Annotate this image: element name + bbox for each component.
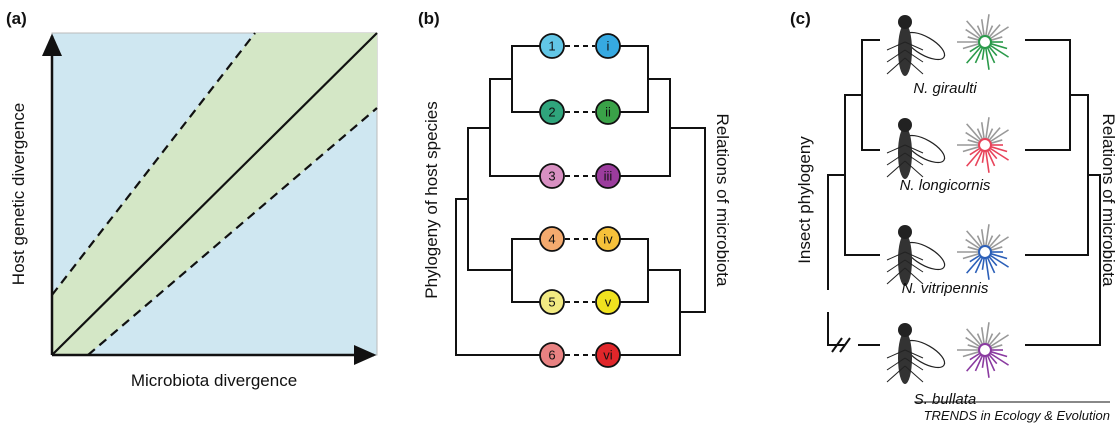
host-label: 3 [548, 169, 555, 184]
left-title: Insect phylogeny [795, 136, 814, 264]
tree-core [979, 36, 991, 48]
panel-c: (c) Insect phylogeny Relations of microb… [790, 9, 1118, 408]
tree-core [979, 139, 991, 151]
microbiota-label: ii [605, 105, 611, 120]
species-name: N. vitripennis [902, 280, 989, 297]
panel-label: (b) [418, 9, 440, 28]
microbiota-tree [1025, 40, 1100, 345]
specimen: N. vitripennis [887, 224, 1009, 297]
figure: (a) Host genetic divergence Microbiota d… [0, 0, 1118, 427]
right-title: Relations of microbiota [1099, 114, 1118, 287]
tree-branch [982, 151, 984, 163]
species-name: S. bullata [914, 391, 977, 408]
microbiota-label: v [605, 295, 612, 310]
right-title: Relations of microbiota [713, 114, 732, 287]
tree-core [979, 246, 991, 258]
panel-label: (a) [6, 9, 27, 28]
panel-a: (a) Host genetic divergence Microbiota d… [6, 9, 377, 390]
tree-branch [982, 122, 984, 139]
specimen: N. longicornis [887, 117, 1009, 194]
microbiota-label: iii [604, 169, 613, 184]
insect-head [898, 323, 912, 337]
x-axis-title: Microbiota divergence [131, 371, 297, 390]
specimen: S. bullata [887, 322, 1009, 408]
host-label: 2 [548, 105, 555, 120]
insect-tree [828, 40, 880, 345]
microbiota-tree [620, 46, 705, 355]
specimen: N. giraulti [887, 14, 1009, 97]
insect-head [898, 15, 912, 29]
tree-branch [982, 48, 984, 60]
microbiota-label: vi [603, 348, 613, 363]
tree-branch [982, 19, 984, 36]
insect-head [898, 118, 912, 132]
microbiota-label: iv [603, 232, 613, 247]
y-axis-title: Host genetic divergence [9, 103, 28, 285]
footer: TRENDS in Ecology & Evolution [924, 408, 1110, 423]
host-label: 6 [548, 348, 555, 363]
tree-branch [982, 258, 984, 270]
left-title: Phylogeny of host species [422, 101, 441, 299]
tree-branch [982, 229, 984, 246]
species-name: N. giraulti [913, 80, 977, 97]
host-label: 1 [548, 39, 555, 54]
host-label: 5 [548, 295, 555, 310]
host-label: 4 [548, 232, 555, 247]
insect-head [898, 225, 912, 239]
species-name: N. longicornis [900, 177, 991, 194]
tree-branch [982, 356, 984, 368]
host-tree [456, 46, 540, 355]
tree-core [979, 344, 991, 356]
panel-label: (c) [790, 9, 811, 28]
panel-b: (b) Phylogeny of host species Relations … [418, 9, 732, 367]
tree-branch [982, 327, 984, 344]
microbiota-label: i [607, 39, 610, 54]
